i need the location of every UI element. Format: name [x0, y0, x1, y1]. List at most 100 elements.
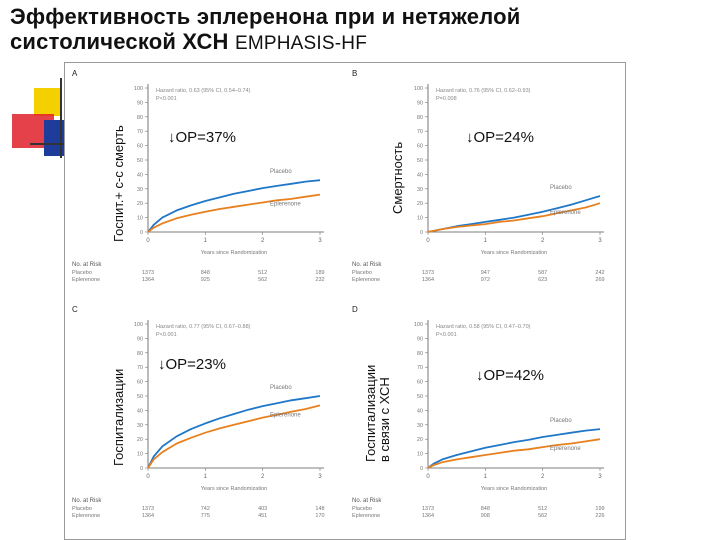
title-line-1: Эффективность эплеренона при и нетяжелой: [10, 4, 521, 29]
y-tick-label: 60: [417, 380, 423, 386]
y-tick-label: 40: [137, 172, 143, 178]
panel-d-annotation: ↓ОР=42%: [476, 367, 544, 384]
y-tick-label: 80: [137, 115, 143, 121]
risk-cell: 562: [258, 277, 267, 283]
risk-table-header: No. at Risk: [72, 262, 102, 268]
risk-cell: 199: [595, 506, 604, 512]
y-tick-label: 100: [414, 322, 423, 328]
series-label: Eplerenone: [270, 412, 301, 418]
risk-cell: 451: [258, 513, 267, 519]
y-tick-label: 30: [137, 423, 143, 429]
risk-cell: 623: [538, 277, 547, 283]
x-tick-label: 3: [318, 238, 322, 244]
series-label: Placebo: [270, 385, 292, 391]
y-tick-label: 80: [137, 351, 143, 357]
series-line-eplerenone: [427, 438, 601, 469]
hazard-ratio-text: P<0.001: [436, 332, 457, 338]
x-tick-label: 3: [598, 238, 602, 244]
panel-c-annotation: ↓ОР=23%: [158, 356, 226, 373]
accent-vline: [60, 78, 62, 158]
risk-cell: 947: [481, 270, 490, 276]
risk-cell: 403: [258, 506, 267, 512]
risk-table-header: No. at Risk: [352, 498, 382, 504]
x-tick-label: 3: [598, 474, 602, 480]
y-tick-label: 0: [140, 230, 143, 236]
x-tick-label: 0: [426, 474, 430, 480]
panel-b-annotation: ↓ОР=24%: [466, 129, 534, 146]
risk-cell: 775: [201, 513, 210, 519]
x-tick-label: 1: [484, 238, 488, 244]
accent-blue-square: [44, 120, 64, 156]
y-tick-label: 90: [137, 100, 143, 106]
x-tick-label: 2: [541, 474, 545, 480]
panel-c-ylabel: Госпитализации: [111, 368, 126, 466]
x-tick-label: 1: [204, 474, 208, 480]
panel-d-ylabel: Госпитализации в связи с ХСН: [363, 365, 392, 462]
x-tick-label: 2: [261, 238, 265, 244]
accent-yellow-square: [34, 88, 62, 116]
y-tick-label: 100: [414, 86, 423, 92]
risk-cell: 1373: [142, 506, 154, 512]
y-tick-label: 20: [417, 437, 423, 443]
x-tick-label: 0: [146, 474, 150, 480]
risk-cell: 1373: [422, 506, 434, 512]
y-tick-label: 40: [417, 408, 423, 414]
series-line-eplerenone: [427, 202, 601, 233]
y-tick-label: 60: [137, 144, 143, 150]
series-label: Placebo: [270, 169, 292, 175]
panel-b-ylabel: Смертность: [390, 141, 405, 214]
y-tick-label: 10: [417, 216, 423, 222]
panel-c: C 0 10 20 30 40 50 60 70 80 90 100 0 1 2 3 Years since R…: [72, 305, 325, 519]
panel-d: D 0 10 20 30 40 50 60 70 80 90 100 0 1 2 3 Years since R…: [352, 305, 605, 519]
panel-d-ylabel-part-2: в связи с ХСН: [377, 377, 392, 462]
slide-title: Эффективность эплеренона при и нетяжелой…: [10, 4, 710, 56]
risk-cell: 148: [315, 506, 324, 512]
risk-table-header: No. at Risk: [352, 262, 382, 268]
risk-row-label: Eplerenone: [352, 513, 380, 519]
risk-cell: 232: [315, 277, 324, 283]
risk-cell: 1364: [422, 277, 434, 283]
y-tick-label: 30: [417, 187, 423, 193]
risk-cell: 1364: [422, 513, 434, 519]
panel-letter: A: [72, 69, 78, 78]
hazard-ratio-text: P<0.001: [156, 96, 177, 102]
risk-cell: 242: [595, 270, 604, 276]
y-tick-label: 90: [417, 336, 423, 342]
series-label: Placebo: [550, 185, 572, 191]
risk-table-header: No. at Risk: [72, 498, 102, 504]
series-label: Eplerenone: [550, 446, 581, 452]
series-label: Eplerenone: [550, 210, 581, 216]
y-tick-label: 80: [417, 115, 423, 121]
series-line-placebo: [427, 428, 601, 469]
series-label: Placebo: [550, 418, 572, 424]
x-tick-label: 0: [426, 238, 430, 244]
x-tick-label: 3: [318, 474, 322, 480]
risk-cell: 848: [201, 270, 210, 276]
y-tick-label: 0: [140, 466, 143, 472]
y-tick-label: 90: [137, 336, 143, 342]
y-tick-label: 40: [417, 172, 423, 178]
hazard-ratio-text: P=0.008: [436, 96, 457, 102]
y-tick-label: 100: [134, 86, 143, 92]
y-tick-label: 20: [417, 201, 423, 207]
panel-b: B 0 10 20 30 40 50 60 70 80 90 100 0 1 2 3 Years since R…: [352, 69, 605, 283]
x-tick-label: 1: [484, 474, 488, 480]
y-tick-label: 30: [417, 423, 423, 429]
risk-row-label: Placebo: [352, 270, 372, 276]
risk-cell: 972: [481, 277, 490, 283]
x-axis-label: Years since Randomization: [481, 250, 547, 256]
accent-line: [30, 143, 64, 145]
risk-cell: 562: [538, 513, 547, 519]
title-line-2: систолической ХСН EMPHASIS-HF: [10, 29, 710, 56]
y-tick-label: 60: [137, 380, 143, 386]
risk-cell: 1373: [422, 270, 434, 276]
risk-cell: 189: [315, 270, 324, 276]
series-line-placebo: [147, 395, 321, 469]
y-tick-label: 30: [137, 187, 143, 193]
risk-row-label: Placebo: [72, 270, 92, 276]
x-axis-label: Years since Randomization: [481, 486, 547, 492]
panel-letter: C: [72, 305, 78, 314]
risk-cell: 925: [201, 277, 210, 283]
y-tick-label: 50: [417, 158, 423, 164]
risk-cell: 512: [538, 506, 547, 512]
